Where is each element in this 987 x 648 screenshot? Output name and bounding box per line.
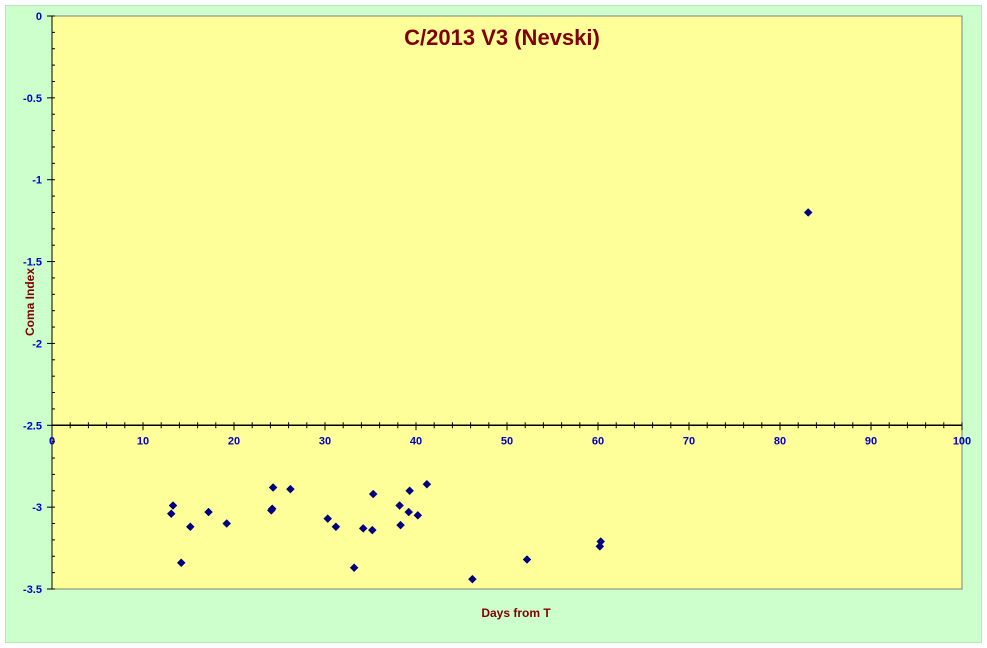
data-point <box>323 514 333 523</box>
data-point <box>413 510 423 520</box>
data-point <box>168 501 178 510</box>
data-point <box>176 558 186 568</box>
x-tick-label: 0 <box>49 435 55 447</box>
y-tick-label: 0 <box>36 11 42 23</box>
x-tick-label: 60 <box>592 435 604 447</box>
x-axis-title: Days from T <box>481 606 551 620</box>
y-axis-ticks: 0 -0.5 -1 -1.5 -2 -2.5 -3 -3.5 <box>23 11 55 596</box>
data-point <box>166 509 176 519</box>
data-point <box>522 555 532 564</box>
plot-area <box>51 15 963 590</box>
y-axis-title: Coma Index <box>23 268 37 336</box>
data-point <box>595 542 605 551</box>
y-tick-label: -2 <box>32 338 42 350</box>
data-point <box>268 483 278 492</box>
x-axis-ticks: 0 10 20 30 40 50 60 70 80 90 100 <box>49 422 971 447</box>
y-tick-label: -2.5 <box>23 420 42 432</box>
data-point <box>185 522 195 532</box>
chart-title: C/2013 V3 (Nevski) <box>404 25 600 50</box>
data-point <box>367 525 377 535</box>
y-tick-label: -0.5 <box>23 93 42 105</box>
x-tick-label: 90 <box>865 435 877 447</box>
data-point <box>204 507 213 517</box>
x-tick-label: 30 <box>319 435 331 447</box>
x-tick-label: 40 <box>410 435 422 447</box>
x-tick-label: 100 <box>953 435 971 447</box>
x-tick-label: 50 <box>501 435 513 447</box>
data-point <box>422 479 432 489</box>
data-point <box>267 504 277 514</box>
data-point <box>596 537 606 546</box>
y-tick-label: -3 <box>32 502 42 514</box>
data-point <box>358 524 368 533</box>
y-tick-label: -1 <box>32 175 42 187</box>
x-tick-label: 80 <box>774 435 786 447</box>
data-point <box>286 484 295 494</box>
data-point <box>368 489 378 499</box>
data-point <box>468 574 477 584</box>
data-point <box>396 520 405 530</box>
x-tick-label: 20 <box>228 435 240 447</box>
data-point <box>349 563 359 573</box>
data-point <box>803 208 813 217</box>
x-tick-label: 70 <box>683 435 695 447</box>
data-point <box>404 507 414 517</box>
data-point <box>395 501 404 510</box>
data-point <box>222 519 232 528</box>
y-tick-label: -3.5 <box>23 584 42 596</box>
data-point <box>331 522 341 532</box>
data-point <box>405 486 414 496</box>
x-tick-label: 10 <box>137 435 149 447</box>
data-points <box>166 208 813 584</box>
y-tick-label: -1.5 <box>23 257 42 269</box>
